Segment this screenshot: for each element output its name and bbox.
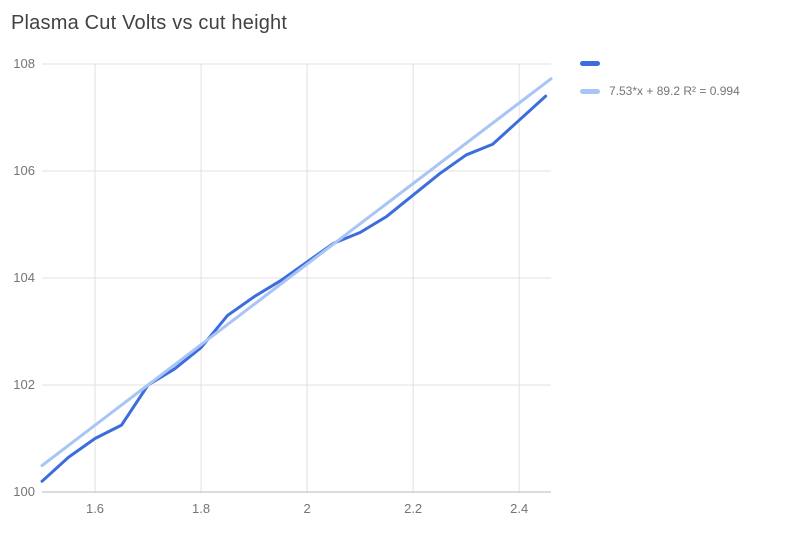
series-swatch-icon [580,60,600,66]
legend-item-series[interactable] [580,56,740,70]
svg-text:108: 108 [13,56,35,71]
svg-text:2: 2 [303,501,310,516]
svg-text:1.8: 1.8 [192,501,210,516]
svg-text:1.6: 1.6 [86,501,104,516]
trendline-swatch-icon [580,88,600,94]
legend-item-trendline[interactable]: 7.53*x + 89.2 R² = 0.994 [580,84,740,98]
svg-text:100: 100 [13,484,35,499]
svg-text:2.2: 2.2 [404,501,422,516]
trendline-legend-label: 7.53*x + 89.2 R² = 0.994 [609,84,740,98]
svg-text:106: 106 [13,163,35,178]
svg-text:102: 102 [13,377,35,392]
chart-legend: 7.53*x + 89.2 R² = 0.994 [580,56,740,98]
svg-text:104: 104 [13,270,35,285]
chart-title: Plasma Cut Volts vs cut height [11,12,288,34]
svg-text:2.4: 2.4 [510,501,528,516]
